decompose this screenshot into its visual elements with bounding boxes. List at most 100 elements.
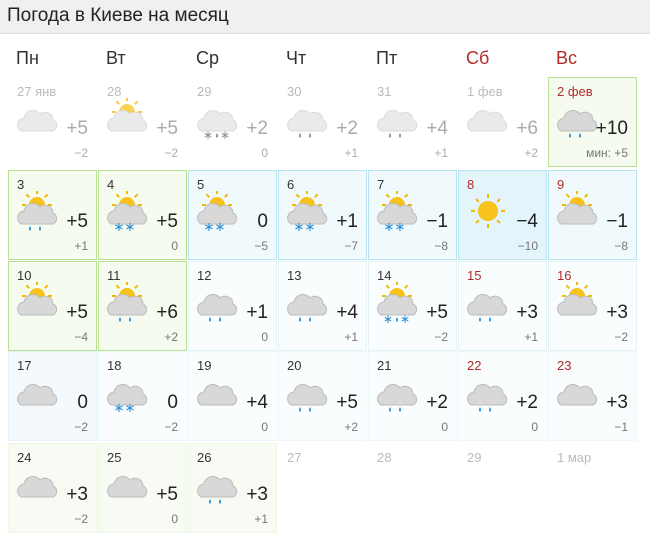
high-temp: +4: [246, 392, 268, 413]
low-temp: +1: [254, 512, 268, 526]
weekday: Сб: [466, 48, 490, 68]
day-cell: 6 ∗ ∗ +1 −7: [278, 170, 367, 260]
date: 29: [467, 450, 482, 465]
weekday: Ср: [196, 48, 220, 68]
weather-icon: ∗ ∗: [197, 191, 238, 234]
low-temp: −2: [164, 146, 178, 160]
weather-icon: [471, 194, 505, 228]
high-temp: +3: [246, 484, 268, 505]
high-temp: +5: [66, 302, 88, 323]
high-temp: −4: [516, 211, 538, 232]
date: 21: [377, 358, 392, 373]
date: 16: [557, 268, 572, 283]
high-temp: −1: [426, 211, 448, 232]
snow-glyph: ∗: [305, 219, 316, 234]
high-temp: +3: [606, 302, 628, 323]
day-cell: 15 +3 +1: [458, 261, 547, 351]
low-temp: +1: [74, 239, 88, 253]
high-temp: +6: [516, 118, 538, 139]
day-cell: 1 фев +6 +2: [458, 77, 547, 167]
date: 2 фев: [557, 84, 593, 99]
day-cell: 10 +5 −4: [8, 261, 97, 351]
high-temp: +2: [516, 392, 538, 413]
weather-icon: ∗ ∗: [377, 282, 418, 326]
date: 19: [197, 358, 212, 373]
snow-glyph: ∗: [125, 219, 136, 234]
high-temp: +10: [595, 118, 628, 139]
date: 12: [197, 268, 212, 283]
low-temp: +1: [344, 330, 358, 344]
date: 28: [107, 84, 122, 99]
day-cell: 13 +4 +1: [278, 261, 367, 351]
low-temp: 0: [171, 239, 178, 253]
low-temp: −2: [74, 420, 88, 434]
low-temp: −2: [74, 512, 88, 526]
snow-glyph: ∗: [384, 219, 395, 234]
high-temp: +5: [156, 118, 178, 139]
high-temp: +2: [426, 392, 448, 413]
date: 23: [557, 358, 572, 373]
date: 27: [287, 450, 302, 465]
date: 29: [197, 84, 212, 99]
low-temp: +2: [164, 330, 178, 344]
date: 15: [467, 268, 482, 283]
low-temp: +1: [344, 146, 358, 160]
high-temp: +5: [156, 211, 178, 232]
day-cell: 14 ∗ ∗ +5 −2: [368, 261, 457, 351]
snow-glyph: ∗: [400, 312, 410, 326]
high-temp: +5: [336, 392, 358, 413]
date: 25: [107, 450, 122, 465]
weather-icon: [107, 282, 148, 322]
weather-icon: [377, 384, 418, 412]
date: 3: [17, 177, 25, 192]
day-cell: 3 +5 +1: [8, 170, 97, 260]
day-cell: 21 +2 0: [368, 351, 457, 441]
weather-icon: ∗ ∗: [197, 110, 238, 142]
high-temp: +4: [336, 302, 358, 323]
high-temp: +5: [426, 302, 448, 323]
date: 1 мар: [557, 450, 592, 465]
low-temp: 0: [261, 330, 268, 344]
high-temp: +5: [156, 484, 178, 505]
date: 22: [467, 358, 482, 373]
weather-icon: [17, 191, 58, 231]
low-temp: 0: [261, 420, 268, 434]
weather-icon: [557, 282, 598, 316]
weather-icon: [287, 110, 328, 138]
day-cell: 7 ∗ ∗ −1 −8: [368, 170, 457, 260]
weather-icon: [287, 294, 328, 322]
day-cell: 8 −4 −10: [458, 170, 547, 260]
snow-glyph: ∗: [395, 219, 406, 234]
date: 26: [197, 450, 212, 465]
low-temp: −8: [614, 239, 628, 253]
date: 30: [287, 84, 302, 99]
low-temp: −10: [517, 239, 538, 253]
high-temp: +3: [66, 484, 88, 505]
weather-icon: [17, 110, 58, 132]
weather-icon: [557, 191, 598, 225]
day-cell: 28 +5 −2: [98, 77, 187, 167]
weather-icon: [107, 476, 148, 498]
date: 17: [17, 358, 32, 373]
high-temp: +3: [606, 392, 628, 413]
day-cell: 16 +3 −2: [548, 261, 637, 351]
date: 27 янв: [17, 84, 57, 99]
low-temp: −7: [344, 239, 358, 253]
date: 11: [107, 268, 121, 283]
date: 24: [17, 450, 32, 465]
date: 18: [107, 358, 122, 373]
high-temp: +1: [246, 302, 268, 323]
weather-icon: ∗ ∗: [107, 384, 148, 415]
weather-icon: [287, 384, 328, 412]
high-temp: −1: [606, 211, 628, 232]
high-temp: +4: [426, 118, 448, 139]
day-cell: 12 +1 0: [188, 261, 277, 351]
day-cell: 19 +4 0: [188, 351, 277, 441]
day-cell: 28: [368, 443, 457, 533]
snow-glyph: ∗: [203, 128, 213, 142]
weather-icon: [557, 384, 598, 406]
day-cell: 11 +6 +2: [98, 261, 187, 351]
day-cell: 22 +2 0: [458, 351, 547, 441]
date: 7: [377, 177, 385, 192]
